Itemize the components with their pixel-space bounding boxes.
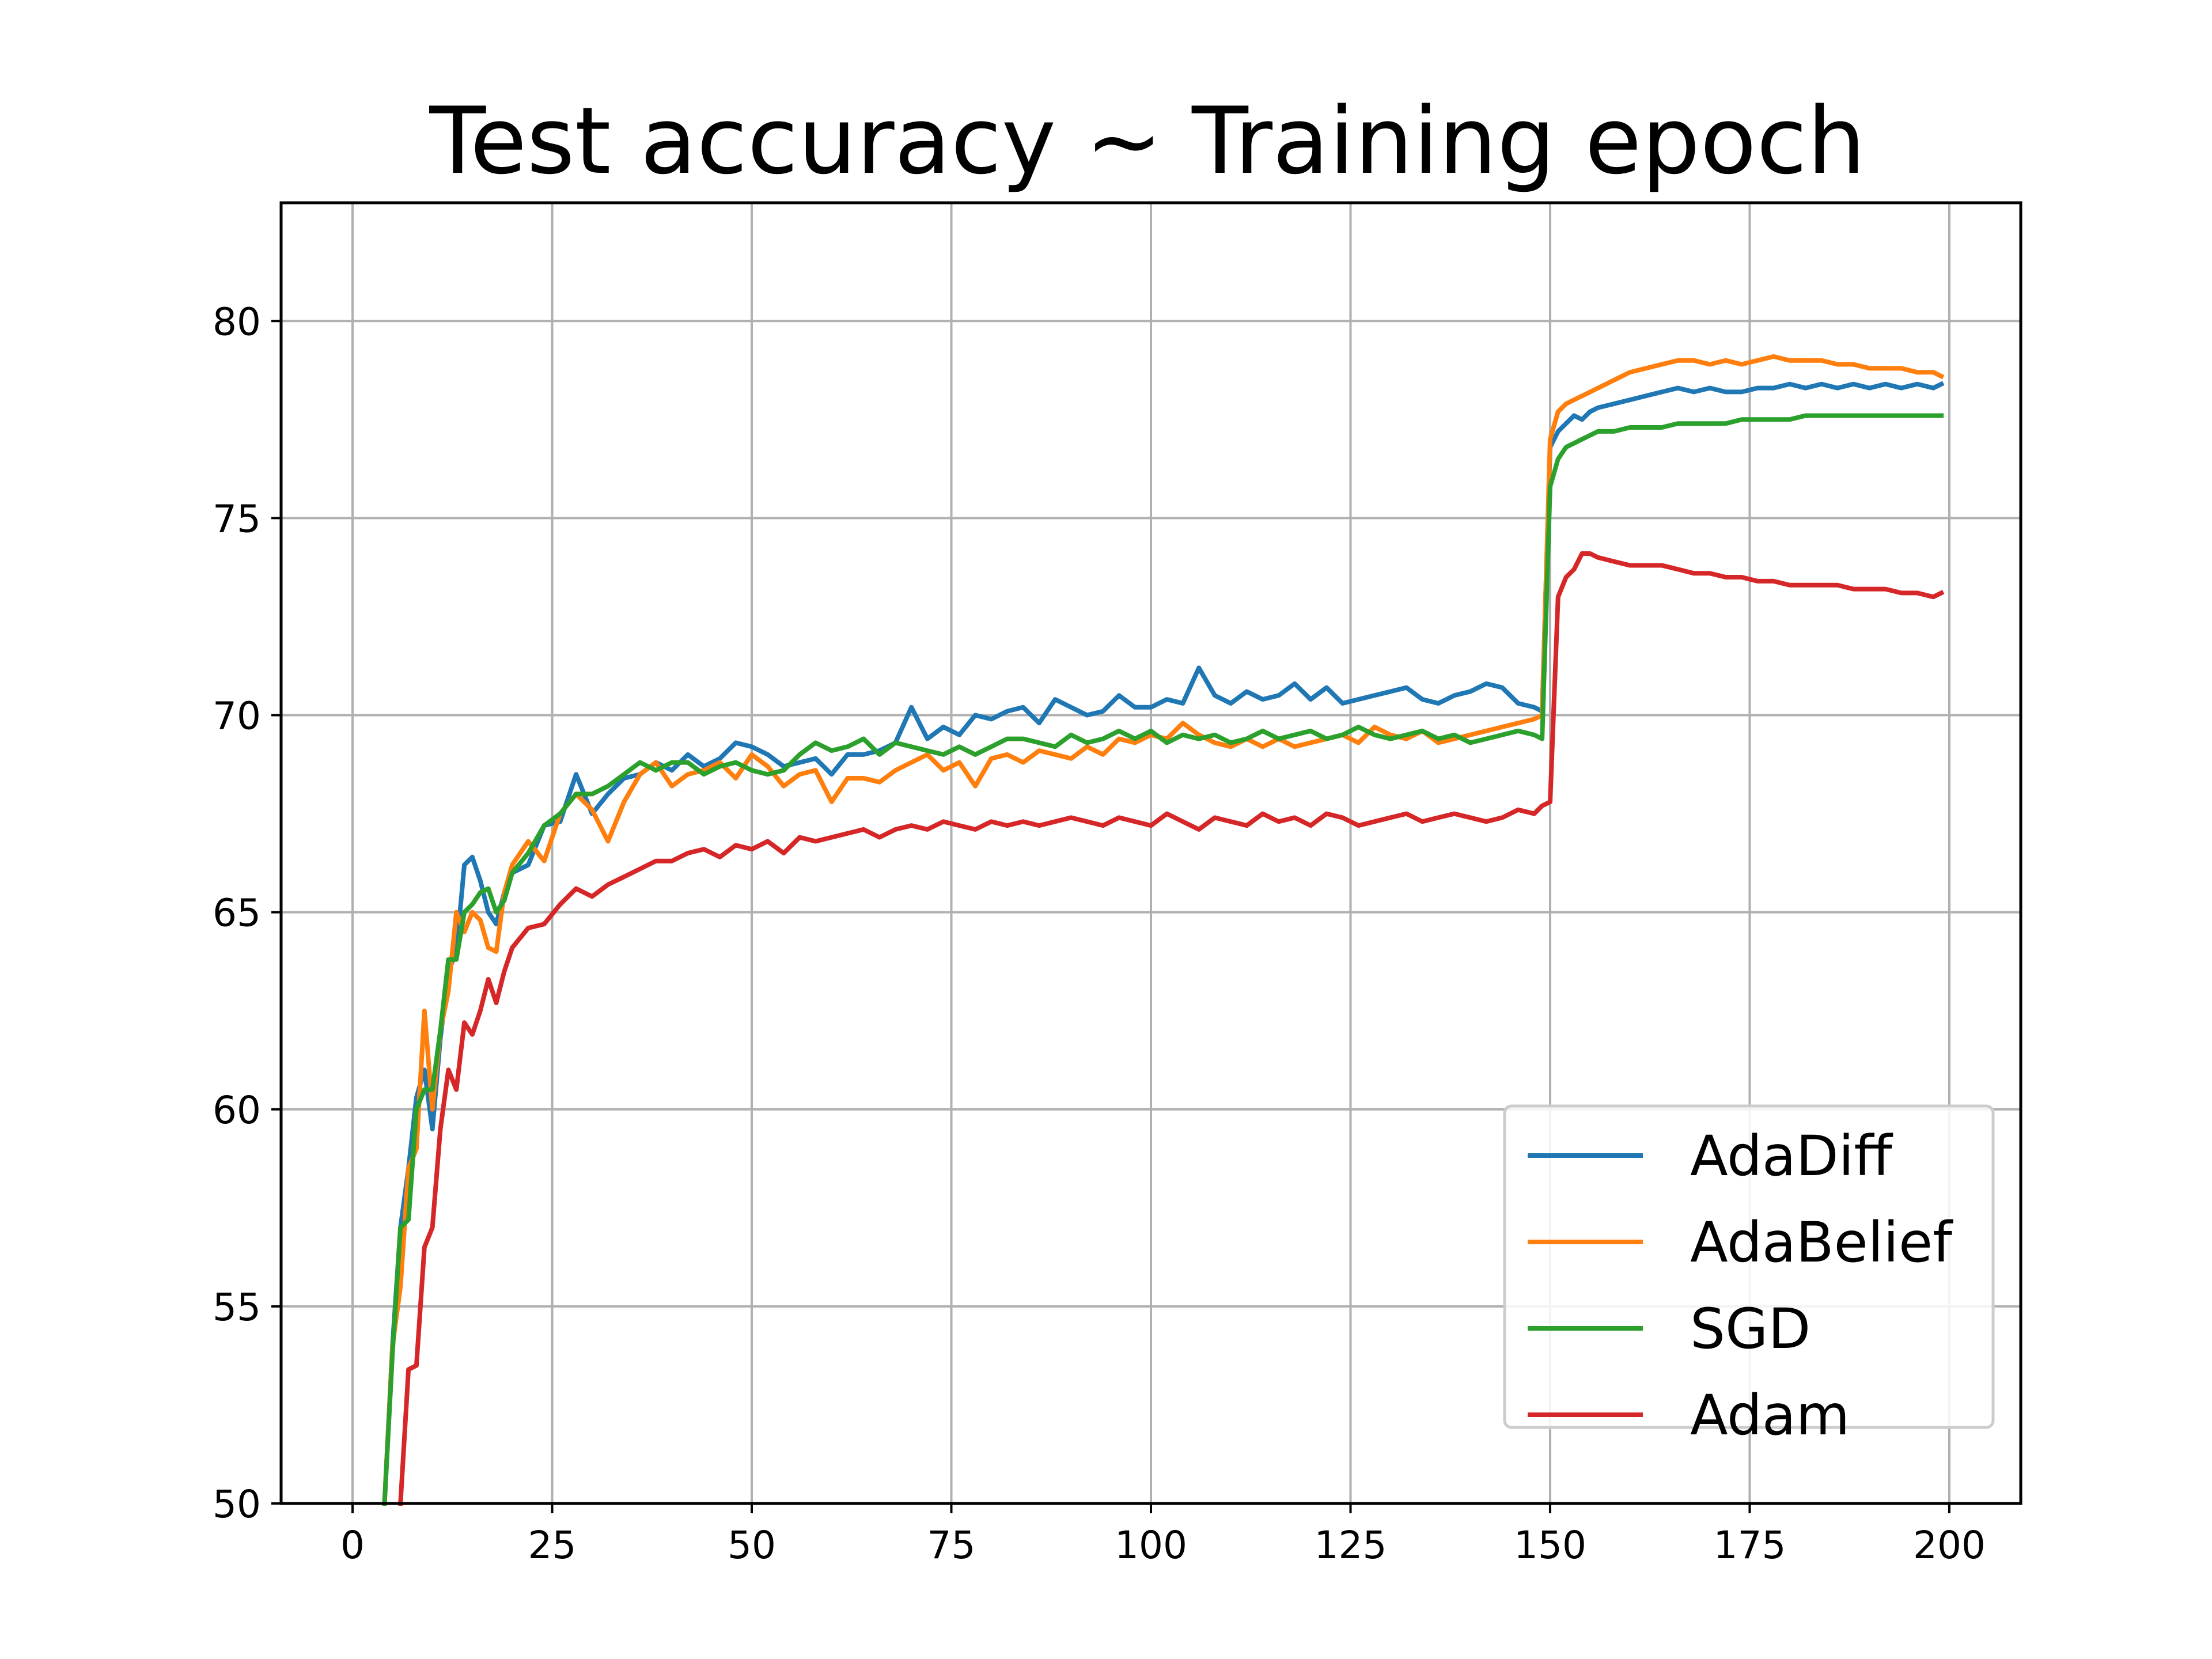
y-tick-label: 75 — [213, 497, 261, 541]
x-tick-label: 100 — [1115, 1523, 1187, 1567]
series-line-sgd — [382, 413, 1944, 1506]
series-line-adabelief — [382, 354, 1945, 1506]
x-tick-label: 25 — [528, 1523, 577, 1567]
x-tick-label: 200 — [1913, 1523, 1986, 1567]
series-lines — [382, 354, 1945, 1506]
axis-ticks: 0 25 50 75 100 125 150 175 200 50 55 60 65 70 75 80 — [213, 300, 1986, 1567]
y-tick-label: 60 — [213, 1088, 261, 1132]
y-tick-label: 80 — [213, 300, 261, 344]
series-line-adam — [397, 551, 1945, 1506]
legend-label-adam: Adam — [1690, 1383, 1850, 1448]
y-tick-label: 70 — [213, 694, 261, 738]
legend-label-sgd: SGD — [1690, 1297, 1810, 1361]
y-tick-label: 50 — [213, 1482, 261, 1527]
legend-label-adabelief: AdaBelief — [1690, 1210, 1953, 1275]
x-tick-label: 75 — [927, 1523, 976, 1567]
x-tick-label: 150 — [1514, 1523, 1586, 1567]
legend: AdaDiff AdaBelief SGD Adam — [1503, 1104, 1995, 1448]
x-tick-label: 125 — [1314, 1523, 1387, 1567]
legend-label-adadiff: AdaDiff — [1690, 1124, 1893, 1188]
y-tick-label: 65 — [213, 891, 261, 935]
y-tick-label: 55 — [213, 1285, 261, 1330]
legend-box — [1503, 1104, 1995, 1429]
grid — [281, 203, 2021, 1505]
x-tick-label: 50 — [728, 1523, 776, 1567]
x-tick-label: 175 — [1713, 1523, 1786, 1567]
x-tick-label: 0 — [340, 1523, 365, 1567]
chart-title: Test accuracy ~ Training epoch — [429, 87, 1865, 195]
